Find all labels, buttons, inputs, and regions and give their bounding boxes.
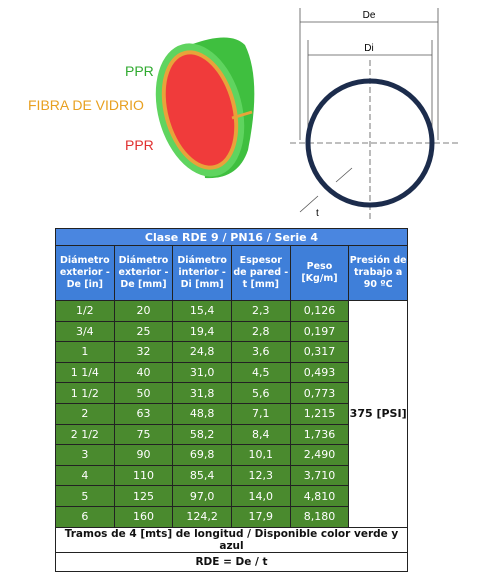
cell: 97,0 (172, 485, 232, 507)
cell: 40 (113, 361, 174, 384)
cell: 4,810 (289, 485, 350, 507)
cell: 1 1/4 (55, 361, 115, 384)
data-row: 1/2 20 15,4 2,3 0,126 375 [PSI] (55, 300, 408, 528)
cell: 1/2 (55, 300, 115, 322)
cell: 8,4 (230, 423, 291, 446)
ppr-inner-label: PPR (125, 137, 154, 153)
footer-row: Tramos de 4 [mts] de longitud / Disponib… (55, 526, 408, 553)
cell: 25 (113, 320, 174, 343)
cell: 15,4 (172, 300, 232, 322)
cell: 2,8 (230, 320, 291, 343)
fiber-label: FIBRA DE VIDRIO (28, 97, 144, 113)
ppr-outer-label: PPR (125, 63, 154, 79)
di-label: Di (364, 43, 373, 54)
cell: 58,2 (172, 423, 232, 446)
illustration: De Di t (155, 8, 460, 222)
data-row: 1 1/2 50 31,8 5,6 0,773 (55, 382, 408, 404)
cell: 3 (55, 444, 115, 466)
header-cell: Diámetro exterior - De [in] (55, 245, 115, 301)
title-row: Clase RDE 9 / PN16 / Serie 4 (55, 228, 408, 246)
cell: 2,490 (289, 444, 350, 466)
cell: 63 (113, 402, 174, 425)
cell: 20 (113, 300, 174, 322)
cell: 5 (55, 485, 115, 507)
t-label: t (316, 208, 319, 219)
cell: 7,1 (230, 402, 291, 425)
cell: 125 (113, 485, 174, 507)
cell: 85,4 (172, 464, 232, 487)
cell: 4 (55, 464, 115, 487)
cell: 32 (113, 341, 174, 363)
cell: 0,493 (289, 361, 350, 384)
cell: 14,0 (230, 485, 291, 507)
cell: 19,4 (172, 320, 232, 343)
cell: 3/4 (55, 320, 115, 343)
cell: 6 (55, 505, 115, 528)
pipe-section (155, 37, 255, 179)
cell: 69,8 (172, 444, 232, 466)
de-label: De (363, 10, 376, 21)
data-row: 5 125 97,0 14,0 4,810 (55, 485, 408, 507)
header-cell: Diámetro interior - Di [mm] (172, 245, 232, 301)
header-cell: Presión de trabajo a 90 ºC (348, 245, 408, 301)
data-row: 6 160 124,2 17,9 8,180 (55, 505, 408, 528)
footer-cell: Tramos de 4 [mts] de longitud / Disponib… (55, 526, 408, 553)
cell: 0,197 (289, 320, 350, 343)
pressure-cell: 375 [PSI] (348, 300, 408, 528)
cell: 160 (113, 505, 174, 528)
cell: 90 (113, 444, 174, 466)
table-title: Clase RDE 9 / PN16 / Serie 4 (55, 228, 408, 246)
cell: 48,8 (172, 402, 232, 425)
header-cell: Espesor de pared - t [mm] (230, 245, 291, 301)
cell: 124,2 (172, 505, 232, 528)
cell: 24,8 (172, 341, 232, 363)
header-row: Diámetro exterior - De [in] Diámetro exte… (55, 245, 408, 301)
cell: 2 1/2 (55, 423, 115, 446)
cell: 31,0 (172, 361, 232, 384)
data-row: 3/4 25 19,4 2,8 0,197 (55, 320, 408, 343)
cell: 0,126 (289, 300, 350, 322)
cell: 110 (113, 464, 174, 487)
cell: 75 (113, 423, 174, 446)
cell: 2,3 (230, 300, 291, 322)
cell: 10,1 (230, 444, 291, 466)
data-row: 3 90 69,8 10,1 2,490 (55, 444, 408, 466)
data-row: 1 32 24,8 3,6 0,317 (55, 341, 408, 363)
cell: 1,215 (289, 402, 350, 425)
cell: 8,180 (289, 505, 350, 528)
cell: 12,3 (230, 464, 291, 487)
cell: 3,710 (289, 464, 350, 487)
footer-cell: RDE = De / t (55, 551, 408, 572)
cell: 1 (55, 341, 115, 363)
cell: 0,317 (289, 341, 350, 363)
spec-table: Clase RDE 9 / PN16 / Serie 4 Diámetro ext… (55, 228, 408, 572)
pipe-ring (305, 78, 435, 208)
cell: 5,6 (230, 382, 291, 404)
cell: 17,9 (230, 505, 291, 528)
data-row: 2 63 48,8 7,1 1,215 (55, 402, 408, 425)
cell: 1 1/2 (55, 382, 115, 404)
cell: 0,773 (289, 382, 350, 404)
cell: 3,6 (230, 341, 291, 363)
footer-row: RDE = De / t (55, 551, 408, 572)
cross-section (290, 8, 460, 222)
cell: 50 (113, 382, 174, 404)
cell: 4,5 (230, 361, 291, 384)
cell: 1,736 (289, 423, 350, 446)
cell: 31,8 (172, 382, 232, 404)
cell: 2 (55, 402, 115, 425)
header-cell: Diámetro exterior - De [mm] (113, 245, 174, 301)
header-cell: Peso [Kg/m] (289, 245, 350, 301)
